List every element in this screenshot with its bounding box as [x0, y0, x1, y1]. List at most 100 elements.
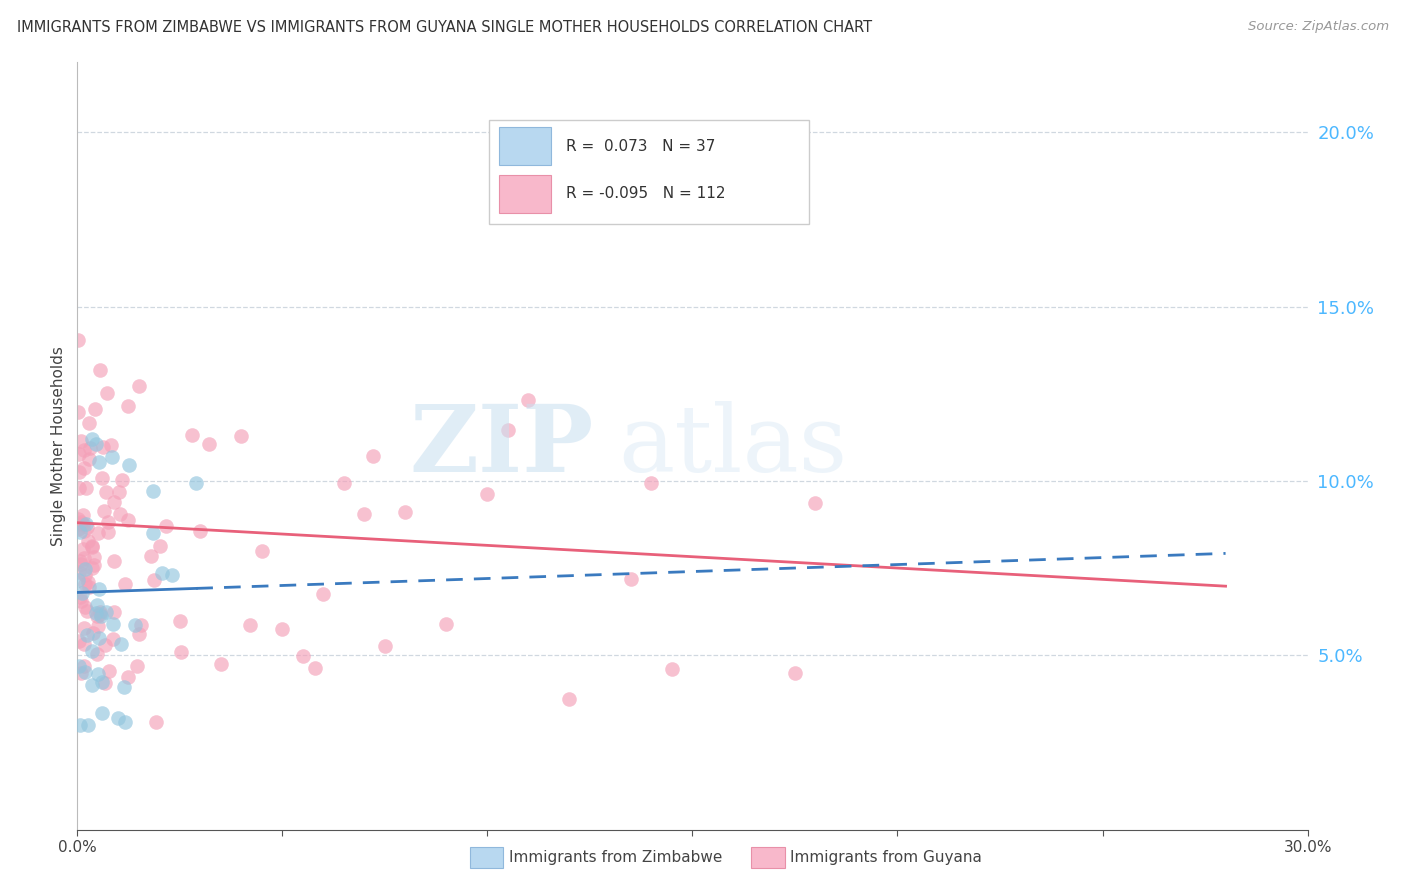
Point [114, 576, 136, 591]
Point [361, 450, 384, 464]
Point [394, 505, 416, 519]
Point [90, 470, 112, 484]
Point [73, 621, 96, 635]
Point [77, 718, 100, 732]
Point [155, 519, 177, 533]
Point [73, 658, 96, 673]
Point [84, 607, 107, 621]
Point [67, 447, 90, 461]
Point [69, 524, 91, 539]
Point [160, 567, 183, 582]
Point [67, 566, 90, 580]
Point [640, 476, 662, 491]
Point [117, 670, 139, 684]
Point [271, 622, 294, 636]
Point [97, 664, 120, 678]
Point [124, 617, 146, 632]
Point [67, 522, 90, 536]
Point [89, 455, 111, 469]
Point [73, 550, 96, 565]
Text: R =  0.073   N = 37: R = 0.073 N = 37 [565, 139, 716, 153]
Point [82, 539, 104, 553]
Point [83, 558, 105, 572]
Point [75, 516, 97, 531]
Point [69, 590, 91, 604]
Point [142, 484, 165, 499]
Point [304, 660, 326, 674]
Point [188, 524, 212, 538]
Point [89, 605, 111, 619]
Point [103, 554, 125, 568]
Point [558, 691, 581, 706]
Point [90, 608, 112, 623]
Point [661, 662, 683, 676]
Point [80, 678, 103, 692]
Point [77, 534, 100, 549]
Point [73, 442, 96, 457]
Point [94, 676, 117, 690]
Point [67, 517, 90, 532]
Point [97, 515, 120, 529]
Point [82, 432, 104, 446]
FancyBboxPatch shape [499, 175, 551, 212]
Point [70, 586, 93, 600]
Point [72, 542, 94, 557]
Point [69, 658, 91, 673]
Point [87, 582, 110, 596]
FancyBboxPatch shape [499, 128, 551, 165]
Point [96, 386, 118, 401]
Point [142, 573, 165, 587]
Point [89, 631, 111, 645]
Point [103, 495, 125, 509]
Point [131, 618, 153, 632]
Point [67, 512, 90, 526]
Point [107, 485, 129, 500]
Point [70, 434, 93, 448]
Point [91, 440, 114, 454]
Point [353, 508, 375, 522]
Point [94, 638, 117, 652]
Point [67, 333, 90, 347]
Point [169, 645, 191, 659]
Point [128, 379, 150, 393]
Point [103, 605, 125, 619]
Point [94, 484, 117, 499]
Point [67, 573, 90, 587]
Point [100, 438, 122, 452]
Point [496, 423, 519, 437]
Point [82, 541, 104, 555]
Point [77, 580, 100, 594]
Point [76, 575, 98, 590]
Point [620, 572, 643, 586]
Point [128, 627, 150, 641]
Point [83, 401, 105, 416]
Point [90, 674, 112, 689]
Point [67, 633, 90, 648]
Point [783, 665, 806, 680]
Text: R = -0.095   N = 112: R = -0.095 N = 112 [565, 186, 725, 202]
Point [69, 594, 91, 608]
Point [517, 392, 540, 407]
Point [75, 481, 97, 495]
Point [333, 475, 356, 490]
Point [112, 680, 135, 694]
Point [197, 436, 219, 450]
Point [291, 648, 314, 663]
Point [87, 667, 110, 681]
Point [82, 561, 104, 575]
Point [77, 451, 100, 466]
Point [75, 599, 97, 614]
Point [107, 711, 129, 725]
Point [73, 665, 96, 679]
Point [250, 543, 273, 558]
Point [67, 481, 90, 495]
Point [73, 577, 96, 591]
Point [127, 658, 149, 673]
Y-axis label: Single Mother Households: Single Mother Households [51, 346, 66, 546]
Text: Immigrants from Zimbabwe: Immigrants from Zimbabwe [509, 850, 723, 864]
Point [86, 437, 108, 451]
Point [70, 515, 93, 529]
Point [477, 486, 499, 500]
Point [93, 504, 115, 518]
Point [69, 554, 91, 568]
